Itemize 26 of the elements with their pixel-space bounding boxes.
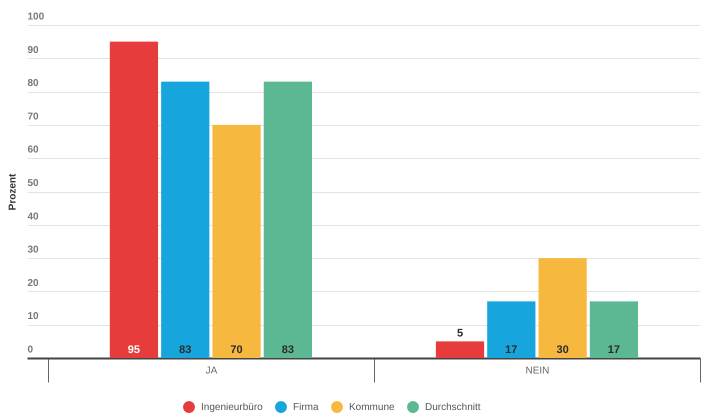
legend-label: Firma: [293, 402, 319, 414]
y-tick-label: 30: [28, 244, 40, 256]
data-label: 83: [179, 344, 192, 356]
legend-label: Durchschnitt: [425, 402, 481, 414]
x-tick-label: NEIN: [526, 366, 550, 376]
y-tick-label: 100: [28, 12, 45, 22]
legend-label: Kommune: [349, 402, 396, 414]
y-axis-title: Prozent: [8, 172, 18, 210]
data-label: 70: [230, 344, 243, 356]
data-label: 83: [282, 344, 294, 356]
data-label: 17: [608, 344, 620, 356]
y-tick-label: 20: [28, 278, 40, 289]
y-tick-label: 90: [28, 44, 40, 56]
data-label: 30: [556, 344, 569, 356]
y-tick-label: 80: [28, 78, 40, 90]
data-label: 17: [505, 344, 518, 356]
y-tick-label: 60: [28, 144, 40, 156]
y-tick-label: 50: [28, 178, 40, 189]
y-tick-label: 0: [28, 344, 34, 356]
data-label: 95: [128, 344, 140, 356]
y-tick-label: 70: [28, 111, 40, 122]
x-tick-label: JA: [206, 366, 218, 376]
legend-label: Ingenieurbüro: [201, 402, 264, 414]
y-tick-label: 10: [28, 311, 40, 322]
data-label: 5: [456, 327, 464, 340]
y-tick-label: 40: [28, 211, 40, 222]
